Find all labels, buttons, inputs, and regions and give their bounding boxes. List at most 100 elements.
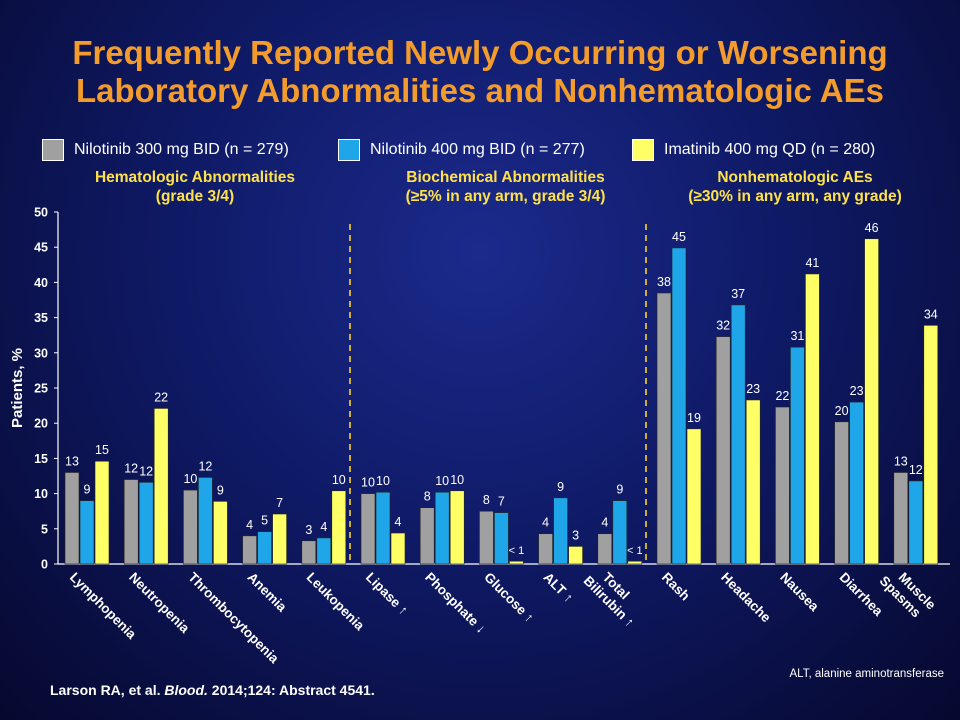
data-label-nilotinib-400: 12 <box>198 459 212 473</box>
bar-nilotinib-400 <box>79 500 95 565</box>
bar-imatinib-400 <box>331 490 347 565</box>
bar-imatinib-400 <box>272 513 287 565</box>
data-label-nilotinib-300: 8 <box>424 490 431 504</box>
data-label-imatinib-400: 19 <box>687 411 701 425</box>
category-label-line: Lipase ↑ <box>363 570 411 618</box>
bar-nilotinib-400 <box>434 491 450 565</box>
citation: Larson RA, et al. Blood. 2014;124: Abstr… <box>50 682 375 698</box>
y-tick-label: 45 <box>34 241 48 255</box>
data-label-nilotinib-300: 4 <box>246 518 253 532</box>
bar-nilotinib-400 <box>138 482 154 565</box>
bar-nilotinib-400 <box>375 491 391 565</box>
data-label-imatinib-400: 7 <box>276 496 283 510</box>
bar-imatinib-400 <box>745 399 761 565</box>
data-label-nilotinib-400: 10 <box>435 474 449 488</box>
data-label-nilotinib-400: 9 <box>616 483 623 497</box>
data-label-nilotinib-300: 8 <box>483 493 490 507</box>
y-tick-label: 5 <box>41 522 48 536</box>
bar-imatinib-400 <box>94 460 110 565</box>
y-tick-label: 15 <box>34 452 48 466</box>
bar-nilotinib-300 <box>834 421 849 565</box>
bar-nilotinib-400 <box>671 247 687 565</box>
data-label-imatinib-400: 9 <box>217 483 224 497</box>
section-heading-biochemical-line1: Biochemical Abnormalities <box>406 169 605 186</box>
bar-nilotinib-400 <box>198 477 213 565</box>
citation-authors: Larson RA, et al. <box>50 682 161 698</box>
category-label-line: Rash <box>659 570 693 604</box>
category-label-line: ALT ↑ <box>540 570 576 606</box>
section-heading-biochemical-line2: (≥5% in any arm, grade 3/4) <box>405 188 606 205</box>
data-label-nilotinib-300: 4 <box>601 516 608 530</box>
bar-imatinib-400 <box>923 325 939 565</box>
section-heading-nonhematologic-line2: (≥30% in any arm, any grade) <box>688 188 902 205</box>
section-heading-nonhematologic-line1: Nonhematologic AEs <box>717 169 873 186</box>
bar-imatinib-400 <box>153 408 169 565</box>
data-label-nilotinib-300: 10 <box>183 472 197 486</box>
legend-label-imatinib-400: Imatinib 400 mg QD (n = 280) <box>664 141 876 158</box>
bar-imatinib-400 <box>509 560 524 565</box>
citation-journal: Blood. <box>164 682 208 698</box>
bar-imatinib-400 <box>568 546 583 565</box>
category-label: Leukopenia <box>304 570 368 634</box>
data-label-nilotinib-400: 37 <box>731 287 745 301</box>
category-label: TotalBilirubin ↑ <box>581 562 649 630</box>
category-label-line: Nausea <box>777 570 822 615</box>
bar-nilotinib-300 <box>419 507 435 565</box>
category-label-line: Leukopenia <box>304 570 368 634</box>
slide-title: Frequently Reported Newly Occurring or W… <box>72 34 888 109</box>
data-label-nilotinib-400: 9 <box>84 483 91 497</box>
category-label: Nausea <box>777 570 822 615</box>
bar-nilotinib-300 <box>479 510 494 565</box>
data-label-nilotinib-400: 9 <box>557 480 564 494</box>
data-label-nilotinib-400: 12 <box>909 463 923 477</box>
legend-item-nilotinib-300: Nilotinib 300 mg BID (n = 279) <box>42 138 289 162</box>
data-label-imatinib-400: 34 <box>924 307 938 321</box>
legend-swatch-nilotinib-400 <box>338 139 360 161</box>
category-label: MuscleSpasms <box>877 562 939 624</box>
section-heading-hematologic-line2: (grade 3/4) <box>155 188 235 205</box>
legend-swatch-imatinib-400 <box>632 139 654 161</box>
data-label-nilotinib-300: 3 <box>305 523 312 537</box>
data-label-nilotinib-400: 45 <box>672 230 686 244</box>
category-label-line: Anemia <box>244 570 289 615</box>
y-tick-label: 20 <box>34 417 48 431</box>
category-label-line: Glucose ↑ <box>481 570 537 626</box>
bar-nilotinib-300 <box>301 540 317 565</box>
data-label-imatinib-400: 10 <box>450 473 464 487</box>
data-label-nilotinib-300: 38 <box>657 275 671 289</box>
section-heading-hematologic-line1: Hematologic Abnormalities <box>94 169 296 186</box>
data-label-imatinib-400: 22 <box>154 390 168 404</box>
category-label: Anemia <box>244 570 289 615</box>
bar-nilotinib-400 <box>849 401 864 565</box>
bar-imatinib-400 <box>686 428 702 565</box>
data-label-nilotinib-300: 20 <box>835 404 849 418</box>
bar-nilotinib-400 <box>553 497 568 565</box>
category-label-line: Neutropenia <box>126 570 193 637</box>
y-tick-label: 10 <box>34 487 48 501</box>
y-axis-label: Patients, % <box>9 348 26 428</box>
data-label-imatinib-400: 3 <box>572 528 579 542</box>
data-label-imatinib-400: < 1 <box>509 545 525 557</box>
bar-nilotinib-400 <box>257 531 272 565</box>
bar-nilotinib-300 <box>715 336 731 565</box>
data-label-nilotinib-400: 12 <box>139 464 153 478</box>
bar-nilotinib-300 <box>893 472 909 565</box>
data-label-imatinib-400: 10 <box>332 473 346 487</box>
category-label-line: Diarrhea <box>836 570 886 620</box>
bar-imatinib-400 <box>449 490 465 565</box>
y-tick-label: 30 <box>34 346 48 360</box>
bar-nilotinib-400 <box>730 304 746 565</box>
legend-item-nilotinib-400: Nilotinib 400 mg BID (n = 277) <box>338 138 585 162</box>
category-label: Neutropenia <box>126 570 193 637</box>
category-label-line: Headache <box>718 570 774 626</box>
bar-nilotinib-400 <box>790 346 805 565</box>
data-label-nilotinib-400: 10 <box>376 474 390 488</box>
bar-nilotinib-300 <box>656 292 672 565</box>
bar-nilotinib-400 <box>612 500 628 565</box>
category-label: Rash <box>659 570 693 604</box>
legend-item-imatinib-400: Imatinib 400 mg QD (n = 280) <box>632 138 875 162</box>
category-label: Lipase ↑ <box>363 570 411 618</box>
citation-details: 2014;124: Abstract 4541. <box>211 682 375 698</box>
bar-nilotinib-400 <box>494 512 509 565</box>
